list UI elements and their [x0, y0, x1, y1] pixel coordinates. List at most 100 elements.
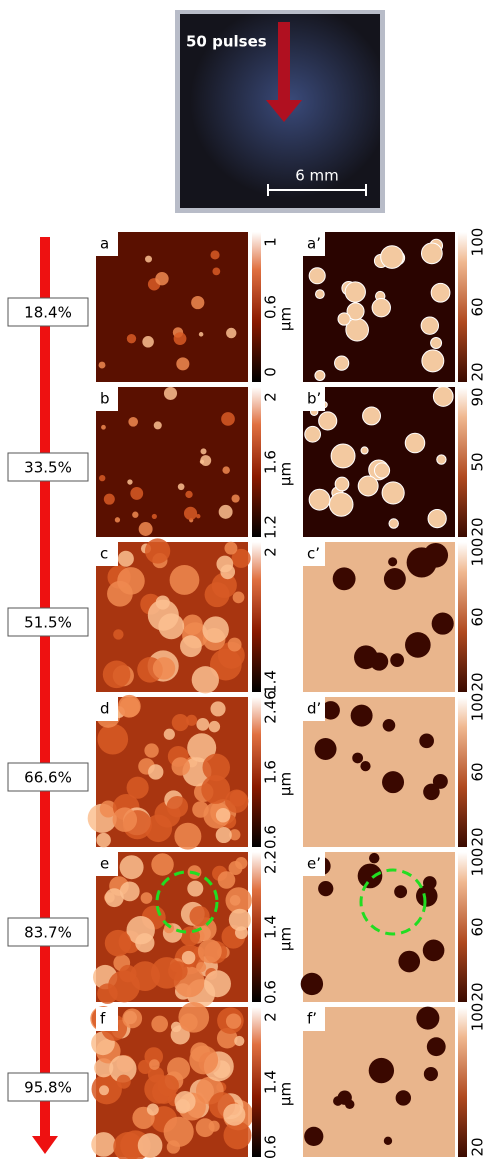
grain — [228, 638, 242, 652]
grain — [192, 666, 219, 693]
grain — [151, 1016, 168, 1033]
grain — [218, 871, 236, 889]
grain — [148, 764, 163, 779]
colorbar — [252, 852, 261, 1002]
grain — [171, 757, 189, 775]
colorbar-tick-label: 2 — [262, 392, 280, 402]
patch — [301, 973, 323, 995]
colorbar-tick-label: 2 — [262, 547, 280, 557]
patch — [382, 482, 404, 504]
colorbar-tick-label: 100 — [469, 228, 487, 257]
grain — [202, 616, 229, 643]
grain — [147, 1103, 159, 1115]
height-map — [96, 232, 248, 382]
patch — [381, 246, 404, 269]
map-bg — [303, 697, 455, 847]
grain — [176, 357, 189, 370]
grain — [178, 483, 185, 490]
panel-label: f — [100, 1010, 106, 1028]
patch — [416, 1007, 439, 1030]
patch — [309, 489, 330, 510]
grain — [180, 635, 202, 657]
grain — [144, 743, 158, 757]
grain — [103, 661, 131, 689]
unit-label: µm — [277, 927, 295, 951]
grain — [139, 522, 153, 536]
patch — [345, 282, 365, 302]
patch — [405, 632, 431, 658]
patch — [331, 444, 355, 468]
grain — [118, 695, 141, 718]
phase-map — [303, 232, 455, 382]
patch — [431, 283, 450, 302]
phase-map — [303, 1007, 455, 1157]
grain — [142, 336, 154, 348]
grain — [168, 961, 188, 981]
patch — [305, 426, 321, 442]
grain — [221, 412, 235, 426]
patch — [315, 370, 325, 380]
grain — [158, 1075, 179, 1096]
grain — [155, 272, 168, 285]
patch — [398, 951, 420, 973]
colorbar — [252, 1007, 261, 1157]
grain — [99, 362, 106, 369]
colorbar-tick-label: 0.6 — [262, 825, 280, 849]
percent-label: 95.8% — [24, 1079, 72, 1097]
grain — [220, 565, 235, 580]
patch — [423, 940, 445, 962]
grain — [172, 714, 189, 731]
patch — [369, 1058, 394, 1083]
grain — [196, 962, 206, 972]
patch — [388, 557, 397, 566]
colorbar — [252, 542, 261, 692]
colorbar-tick-label: 0.6 — [262, 980, 280, 1004]
grain — [115, 517, 120, 522]
panel-label: f’ — [307, 1010, 317, 1028]
patch — [421, 243, 442, 264]
colorbar — [458, 852, 467, 1002]
patch — [389, 519, 398, 528]
patch — [423, 784, 440, 801]
colorbar-tick-label: 90 — [469, 387, 487, 406]
colorbar-tick-label: 1 — [262, 237, 280, 247]
patch — [338, 313, 350, 325]
grain — [130, 487, 143, 500]
grain — [127, 479, 132, 484]
patch — [396, 1090, 411, 1105]
phase-map — [303, 542, 455, 692]
colorbar — [458, 1007, 467, 1157]
colorbar-tick-label: 20 — [469, 517, 487, 536]
grain — [226, 328, 236, 338]
grain — [223, 1104, 245, 1126]
grain — [149, 1059, 160, 1070]
panel-label: e’ — [307, 855, 321, 873]
patch — [316, 290, 325, 299]
grain — [167, 796, 188, 817]
percent-label: 51.5% — [24, 614, 72, 632]
photo-label: 50 pulses — [186, 33, 267, 51]
grain — [167, 1140, 180, 1153]
colorbar — [252, 232, 261, 382]
colorbar — [252, 697, 261, 847]
grain — [192, 801, 209, 818]
grain — [152, 514, 157, 519]
patch — [309, 268, 325, 284]
grain — [209, 721, 220, 732]
grain — [120, 855, 144, 879]
colorbar-tick-label: 100 — [469, 848, 487, 877]
grain — [230, 790, 246, 806]
patch — [335, 356, 349, 370]
patch — [335, 477, 349, 491]
grain — [233, 592, 245, 604]
grain — [105, 888, 124, 907]
patch — [428, 509, 446, 527]
scale-label: 6 mm — [295, 167, 339, 185]
grain — [91, 1132, 116, 1157]
figure: 50 pulses 6 mm 10.601006020µmaa’18.4%21.… — [0, 0, 491, 1159]
patch — [318, 881, 333, 896]
patch — [422, 350, 444, 372]
grain — [104, 494, 115, 505]
colorbar-tick-label: 20 — [469, 827, 487, 846]
colorbar — [458, 542, 467, 692]
